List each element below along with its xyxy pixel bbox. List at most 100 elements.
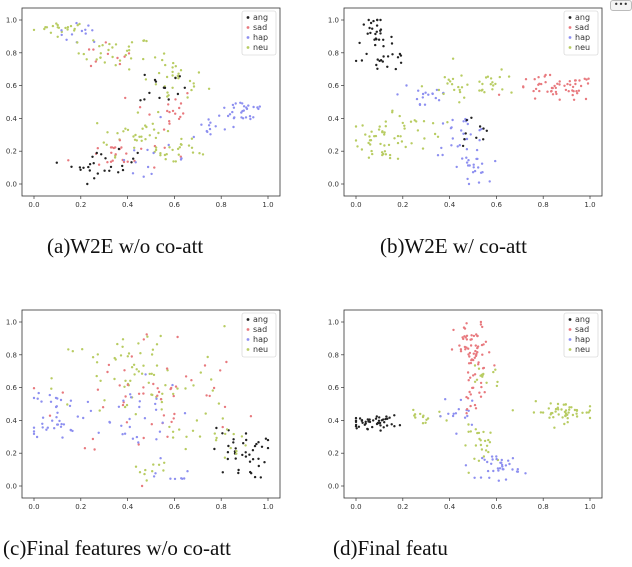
point-ang xyxy=(148,91,151,95)
point-sad xyxy=(477,363,480,366)
point-neu xyxy=(98,409,101,412)
scatter-panel-c: 0.0 0.2 0.4 0.6 0.8 1.0 0.0 0.2 0.4 0.6 0.8 1.0 ang s… xyxy=(0,302,290,517)
point-neu xyxy=(486,75,490,78)
point-sad xyxy=(48,414,52,417)
point-neu xyxy=(487,450,490,454)
point-sad xyxy=(221,425,224,429)
point-sad xyxy=(97,163,101,166)
point-neu xyxy=(178,428,181,431)
point-ang xyxy=(360,419,363,422)
point-neu xyxy=(450,83,454,86)
point-sad xyxy=(573,79,577,82)
point-sad xyxy=(575,90,578,93)
point-neu xyxy=(388,156,392,160)
point-neu xyxy=(66,28,69,31)
point-neu xyxy=(199,371,202,374)
point-neu xyxy=(140,139,143,142)
point-sad xyxy=(125,152,128,155)
point-sad xyxy=(452,328,455,332)
point-neu xyxy=(67,348,70,351)
point-sad xyxy=(464,348,467,351)
point-neu xyxy=(480,373,484,376)
point-ang xyxy=(221,432,224,435)
point-neu xyxy=(511,409,514,412)
point-neu xyxy=(541,411,545,414)
point-neu xyxy=(404,145,407,149)
legend-label-hap: hap xyxy=(253,335,268,344)
point-hap xyxy=(41,426,44,429)
point-sad xyxy=(479,320,483,324)
point-hap xyxy=(218,114,221,117)
point-sad xyxy=(474,344,477,347)
point-neu xyxy=(422,120,426,123)
point-neu xyxy=(49,31,53,34)
point-neu xyxy=(113,156,117,159)
point-hap xyxy=(481,456,484,460)
point-neu xyxy=(144,78,148,81)
point-sad xyxy=(173,412,176,416)
point-sad xyxy=(534,87,538,91)
point-sad xyxy=(574,82,577,86)
point-sad xyxy=(480,385,483,389)
point-hap xyxy=(54,396,58,400)
point-sad xyxy=(467,379,470,382)
point-neu xyxy=(225,428,229,431)
point-sad xyxy=(94,60,98,63)
point-neu xyxy=(32,28,36,32)
point-sad xyxy=(583,77,586,81)
point-neu xyxy=(198,435,202,438)
point-hap xyxy=(180,157,183,160)
point-ang xyxy=(143,73,146,77)
point-neu xyxy=(396,134,400,138)
point-neu xyxy=(211,389,214,392)
point-ang xyxy=(390,423,393,426)
point-ang xyxy=(374,43,377,47)
point-ang xyxy=(485,129,488,132)
point-ang xyxy=(371,425,374,429)
point-neu xyxy=(475,378,479,381)
more-options-button[interactable]: ••• xyxy=(610,0,632,11)
point-neu xyxy=(121,345,124,348)
point-sad xyxy=(465,408,469,411)
point-neu xyxy=(147,381,150,384)
legend-label-neu: neu xyxy=(253,43,268,52)
point-neu xyxy=(398,114,401,118)
point-neu xyxy=(210,378,213,381)
point-neu xyxy=(436,135,440,138)
point-hap xyxy=(439,415,442,418)
point-ang xyxy=(232,441,235,444)
point-neu xyxy=(103,61,107,64)
point-neu xyxy=(443,76,446,79)
point-ang xyxy=(266,438,270,442)
point-sad xyxy=(470,334,473,337)
point-ang xyxy=(470,116,473,120)
point-sad xyxy=(476,345,480,348)
point-neu xyxy=(378,125,381,128)
point-neu xyxy=(387,143,391,147)
point-hap xyxy=(159,115,162,119)
point-neu xyxy=(423,137,426,140)
point-neu xyxy=(481,82,484,86)
point-hap xyxy=(516,468,519,471)
point-sad xyxy=(538,82,541,86)
point-sad xyxy=(167,103,170,106)
point-neu xyxy=(144,138,147,141)
y-tick-label: 1.0 xyxy=(328,17,339,25)
point-sad xyxy=(91,437,95,441)
point-neu xyxy=(164,63,167,67)
point-neu xyxy=(354,125,358,128)
point-ang xyxy=(377,38,381,41)
point-sad xyxy=(533,78,536,81)
point-neu xyxy=(201,153,205,156)
point-sad xyxy=(475,333,478,336)
point-sad xyxy=(551,93,555,96)
point-sad xyxy=(468,355,471,358)
point-ang xyxy=(465,118,468,122)
point-ang xyxy=(86,182,89,186)
point-neu xyxy=(575,412,578,415)
point-neu xyxy=(163,153,167,157)
point-hap xyxy=(500,458,503,462)
point-ang xyxy=(266,446,270,450)
point-neu xyxy=(570,406,573,409)
point-hap xyxy=(421,96,424,99)
